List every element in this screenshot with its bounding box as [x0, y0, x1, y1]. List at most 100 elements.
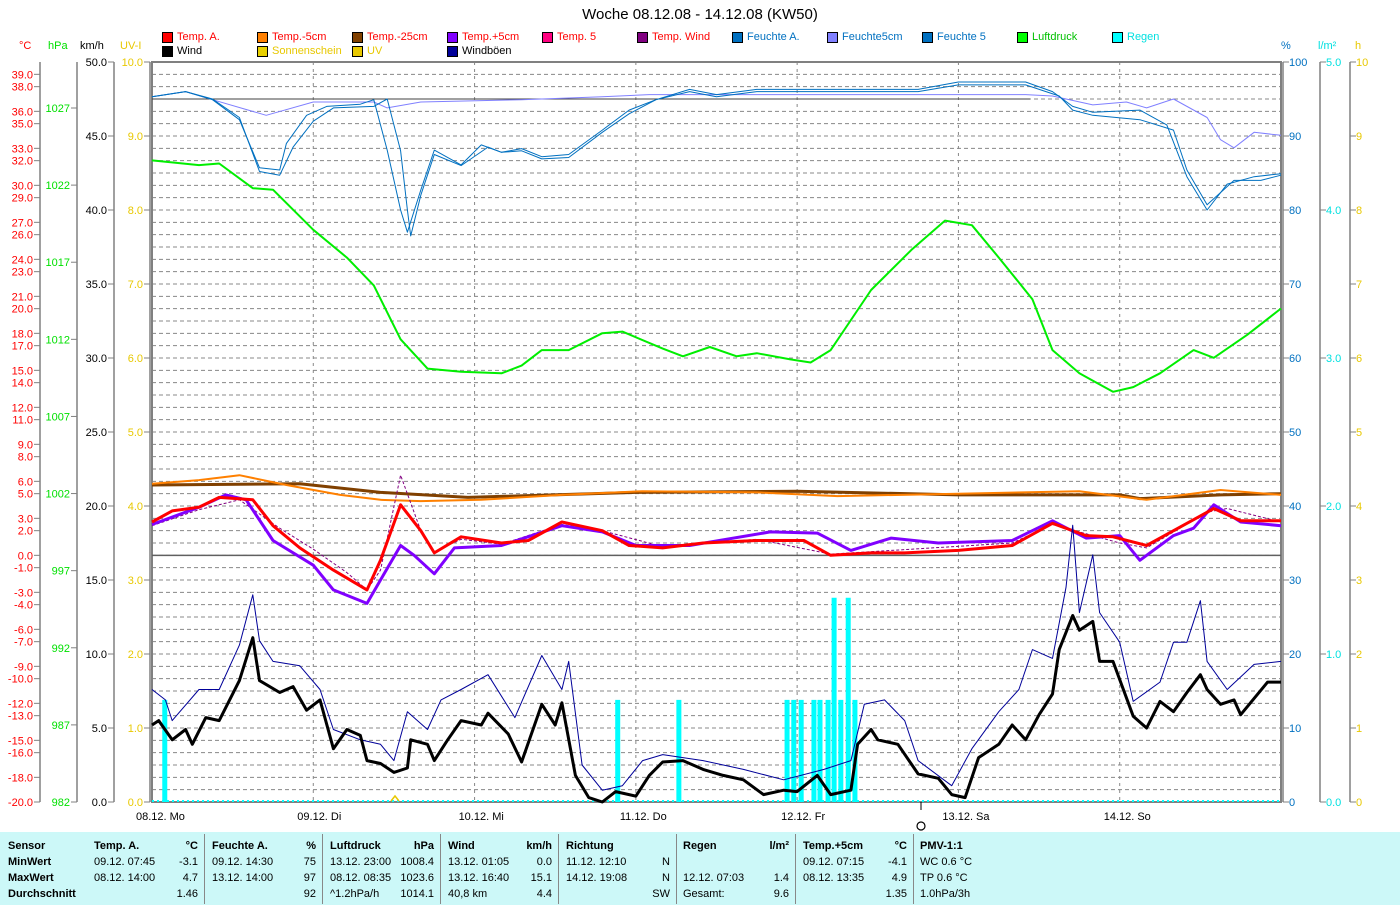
- axis-label-wind: 10.0: [86, 649, 107, 661]
- stat-date: 09.12. 14:30: [212, 856, 274, 868]
- x-axis-label: 08.12. Mo: [136, 811, 185, 823]
- axis-label-uv: 2.0: [128, 649, 143, 661]
- axis-label-temp: 17.0: [12, 341, 33, 353]
- rain-bar: [825, 699, 831, 802]
- stat-value: 75: [303, 856, 316, 868]
- axis-label-pressure: 1027: [46, 103, 70, 115]
- stats-column-temp-a-: Temp. A. °C 09.12. 07:45 -3.1 08.12. 14:00 4.…: [88, 832, 205, 905]
- series-feuchte5cm: [151, 91, 1282, 149]
- axis-label-sun: 5: [1356, 427, 1362, 439]
- legend-label: Regen: [1127, 31, 1160, 43]
- axis-label-temp: 29.0: [12, 193, 33, 205]
- rain-bar: [811, 699, 817, 802]
- stats-column-pmv-1-1: PMV-1:1 WC 0.6 °C TP 0.6 °C 1.0hPa/3h: [914, 832, 1064, 905]
- axis-label-temp: 23.0: [12, 267, 33, 279]
- axis-label-temp: 8.0: [18, 452, 33, 464]
- stat-value: 1.4: [773, 872, 789, 884]
- axis-label-sun: 7: [1356, 279, 1362, 291]
- axis-label-wind: 45.0: [86, 131, 107, 143]
- column-header: Temp. A.: [94, 840, 140, 852]
- axis-label-temp: 39.0: [12, 69, 33, 81]
- axis-label-temp: -7.0: [14, 637, 33, 649]
- stat-value: -4.1: [888, 856, 907, 868]
- stats-column-wind: Wind km/h 13.12. 01:05 0.0 13.12. 16:40 15.1 4…: [442, 832, 559, 905]
- legend-label: Feuchte5cm: [842, 31, 903, 43]
- axis-label-temp: -4.0: [14, 600, 33, 612]
- axis-label-temp: 36.0: [12, 106, 33, 118]
- column-header: Regen: [683, 840, 717, 852]
- column-separator: [322, 834, 323, 904]
- stat-value: 92: [303, 888, 316, 900]
- stat-value: 1.35: [885, 888, 907, 900]
- axis-label-humidity: 70: [1289, 279, 1301, 291]
- axis-label-temp: 3.0: [18, 513, 33, 525]
- axis-label-pressure: 992: [52, 643, 70, 655]
- rain-bar: [817, 699, 823, 802]
- column-separator: [676, 834, 677, 904]
- stat-value: N: [662, 856, 670, 868]
- axis-label-temp: -20.0: [8, 797, 33, 809]
- axis-label-uv: 9.0: [128, 131, 143, 143]
- axis-label-sun: 1: [1356, 723, 1362, 735]
- x-axis-label: 12.12. Fr: [781, 811, 825, 823]
- axis-label-wind: 5.0: [92, 723, 107, 735]
- legend-item-feuchte-a-: Feuchte A.: [732, 31, 800, 43]
- stat-value: -3.1: [179, 856, 198, 868]
- axis-label-temp: -9.0: [14, 661, 33, 673]
- axis-label-rain: 5.0: [1326, 57, 1341, 69]
- axis-label-uv: 5.0: [128, 427, 143, 439]
- axis-label-uv: 10.0: [122, 57, 143, 69]
- legend-item-temp-5cm: Temp.-5cm: [257, 31, 326, 43]
- axis-label-sun: 6: [1356, 353, 1362, 365]
- axis-label-temp: 30.0: [12, 180, 33, 192]
- stats-column-luftdruck: Luftdruck hPa 13.12. 23:00 1008.4 08.12. 08:…: [324, 832, 441, 905]
- column-unit: km/h: [526, 840, 552, 852]
- legend-item-temp-25cm: Temp.-25cm: [352, 31, 428, 43]
- axis-label-wind: 0.0: [92, 797, 107, 809]
- axis-label-temp: 0.0: [18, 550, 33, 562]
- stat-value: 0.0: [536, 856, 552, 868]
- legend-label: Wind: [177, 45, 203, 57]
- rain-bar: [784, 699, 790, 802]
- column-header: Temp.+5cm: [803, 840, 864, 852]
- series-temp-5cm: [151, 474, 1282, 503]
- column-unit: l/m²: [769, 840, 789, 852]
- axis-label-uv: 6.0: [128, 353, 143, 365]
- axis-label-wind: 25.0: [86, 427, 107, 439]
- column-header: Feuchte A.: [212, 840, 268, 852]
- axis-label-temp: 12.0: [12, 402, 33, 414]
- stat-value: N: [662, 872, 670, 884]
- stat-date: 09.12. 07:15: [803, 856, 865, 868]
- axis-label-temp: 6.0: [18, 476, 33, 488]
- legend-item-temp-5: Temp. 5: [542, 31, 596, 43]
- axis-label-pressure: 1007: [46, 411, 70, 423]
- axis-label-sun: 4: [1356, 501, 1362, 513]
- stat-date: 13.12. 14:00: [212, 872, 274, 884]
- column-unit: °C: [894, 840, 907, 852]
- axis-label-humidity: 30: [1289, 575, 1301, 587]
- legend-label: Temp.+5cm: [462, 31, 520, 43]
- legend-swatch: [447, 45, 458, 57]
- axis-label-pressure: 982: [52, 797, 70, 809]
- axis-label-temp: 26.0: [12, 230, 33, 242]
- chart-title: Woche 08.12.08 - 14.12.08 (KW50): [582, 6, 818, 23]
- legend-label: Feuchte 5: [937, 31, 986, 43]
- axis-label-sun: 9: [1356, 131, 1362, 143]
- legend-swatch: [732, 31, 743, 43]
- stat-value: 4.9: [891, 872, 907, 884]
- axis-label-uv: 0.0: [128, 797, 143, 809]
- axis-label-pressure: 987: [52, 720, 70, 732]
- stat-date: 13.12. 01:05: [448, 856, 510, 868]
- legend-item-uv: UV: [352, 45, 382, 57]
- unit-kmh: km/h: [80, 40, 104, 52]
- legend-swatch: [162, 45, 173, 57]
- stats-column-temp-5cm: Temp.+5cm °C 09.12. 07:15 -4.1 08.12. 13:35 4…: [797, 832, 914, 905]
- legend-swatch: [922, 31, 933, 43]
- stat-value: SW: [652, 888, 670, 900]
- row-label: MaxWert: [8, 872, 54, 884]
- stat-date: 1.0hPa/3h: [920, 888, 971, 900]
- axis-label-humidity: 100: [1289, 57, 1307, 69]
- legend-label: Temp.-5cm: [272, 31, 327, 43]
- axis-label-sun: 10: [1356, 57, 1368, 69]
- x-axis-label: 14.12. So: [1104, 811, 1151, 823]
